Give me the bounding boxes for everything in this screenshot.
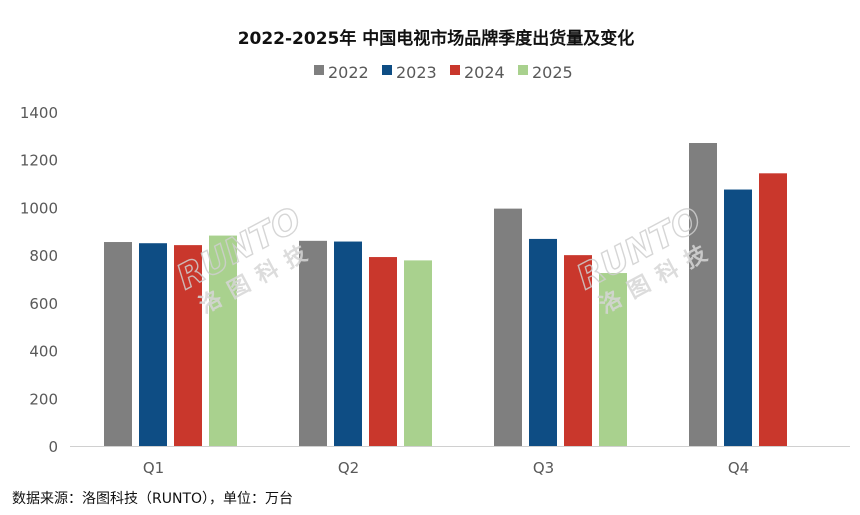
legend-label-2025: 2025 — [532, 63, 573, 82]
y-tick-label: 0 — [48, 438, 58, 456]
legend: 2022 2023 2024 2025 — [314, 63, 573, 82]
bar-Q4-2023 — [724, 189, 752, 447]
bar-Q2-2025 — [404, 260, 432, 446]
legend-label-2022: 2022 — [328, 63, 369, 82]
y-tick-label: 400 — [29, 343, 58, 361]
x-tick-label-Q4: Q4 — [728, 459, 749, 477]
bar-Q1-2025 — [209, 235, 237, 446]
legend-swatch-2024 — [450, 65, 460, 75]
y-tick-label: 1200 — [20, 152, 58, 170]
x-tick-label-Q3: Q3 — [533, 459, 554, 477]
y-tick-label: 600 — [29, 295, 58, 313]
legend-swatch-2023 — [382, 65, 392, 75]
legend-label-2023: 2023 — [396, 63, 437, 82]
x-tick-label-Q2: Q2 — [338, 459, 359, 477]
bar-Q2-2022 — [299, 240, 327, 446]
chart-title: 2022-2025年 中国电视市场品牌季度出货量及变化 — [238, 28, 635, 49]
bars — [104, 143, 787, 447]
bar-Q3-2024 — [564, 255, 592, 446]
bar-Q1-2024 — [174, 245, 202, 446]
x-tick-label-Q1: Q1 — [143, 459, 164, 477]
y-tick-label: 800 — [29, 247, 58, 265]
bar-Q3-2022 — [494, 208, 522, 446]
y-tick-label: 1400 — [20, 104, 58, 122]
bar-Q2-2023 — [334, 241, 362, 446]
bar-Q4-2024 — [759, 173, 787, 446]
legend-swatch-2025 — [518, 65, 528, 75]
bar-Q1-2023 — [139, 243, 167, 446]
y-axis: 0 200 400 600 800 1000 1200 1400 — [20, 104, 58, 456]
bar-Q1-2022 — [104, 242, 132, 446]
y-tick-label: 200 — [29, 390, 58, 408]
bar-Q2-2024 — [369, 257, 397, 446]
bar-Q4-2022 — [689, 143, 717, 446]
legend-swatch-2022 — [314, 65, 324, 75]
x-axis: Q1 Q2 Q3 Q4 — [70, 446, 850, 477]
source-note: 数据来源：洛图科技（RUNTO），单位：万台 — [12, 491, 294, 507]
legend-label-2024: 2024 — [464, 63, 505, 82]
bar-Q3-2025 — [599, 273, 627, 446]
y-tick-label: 1000 — [20, 199, 58, 217]
bar-Q3-2023 — [529, 238, 557, 446]
